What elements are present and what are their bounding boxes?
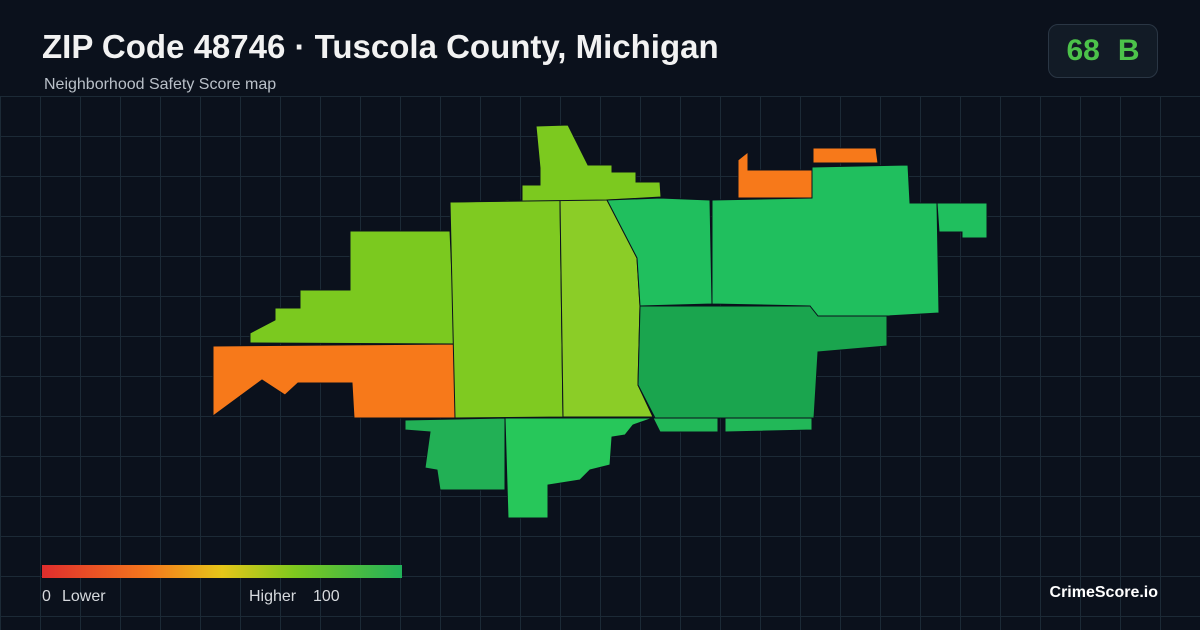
legend-min: 0 (42, 588, 51, 605)
legend-gradient (42, 565, 402, 578)
region (404, 417, 506, 491)
score-value: 68 (1066, 34, 1100, 67)
title: ZIP Code 48746 · Tuscola County, Michiga… (42, 28, 719, 65)
region (652, 417, 719, 433)
legend-max-label: Higher (249, 588, 297, 605)
region (812, 147, 879, 164)
score-grade: B (1117, 34, 1140, 67)
brand: CrimeScore.io (1049, 584, 1158, 601)
region (737, 150, 813, 199)
region (637, 305, 888, 419)
legend-max: 100 (313, 588, 340, 605)
region (449, 199, 564, 419)
region (449, 124, 662, 203)
region (504, 417, 654, 519)
region (249, 230, 456, 345)
score-badge: 68 B (1048, 24, 1158, 78)
region (212, 343, 456, 419)
region (936, 202, 988, 239)
legend-min-label: Lower (62, 588, 106, 605)
region (724, 417, 813, 433)
subtitle: Neighborhood Safety Score map (44, 76, 277, 93)
